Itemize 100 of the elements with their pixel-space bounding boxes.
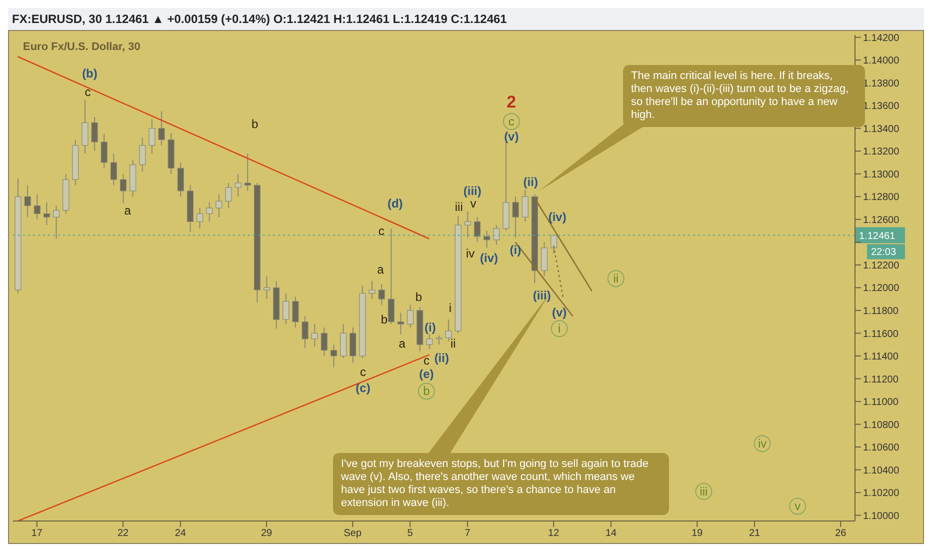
candlestick: [158, 110, 165, 146]
annotation: iv: [466, 246, 475, 261]
annotation: a: [398, 336, 406, 350]
ref-line-label: 1.12461: [859, 231, 896, 242]
candlestick: [378, 284, 385, 306]
candlestick: [43, 202, 50, 226]
candlestick: [196, 208, 204, 229]
y-tick-label: 1.12000: [863, 283, 900, 294]
candlestick: [52, 205, 60, 240]
y-tick-label: 1.10600: [863, 442, 900, 454]
annotation: a: [377, 262, 384, 276]
x-tick-label: 29: [260, 528, 273, 540]
y-tick-label: 1.10800: [863, 420, 900, 431]
candlestick: [484, 230, 490, 248]
x-tick-label: 21: [748, 528, 761, 540]
candlestick: [148, 118, 156, 154]
x-tick-label: 24: [174, 528, 186, 540]
text: Euro Fx/U.S. Dollar, 30: [23, 41, 140, 53]
annotation: v: [470, 196, 476, 210]
candlestick: [206, 202, 213, 222]
y-tick-label: 1.12600: [863, 214, 900, 226]
candlestick: [139, 136, 146, 172]
candlestick: [110, 152, 117, 186]
annotation: i: [448, 301, 452, 316]
candlestick: [234, 173, 242, 198]
candlestick: [445, 319, 452, 342]
annotation: 2: [506, 92, 516, 112]
candlestick: [368, 280, 376, 300]
candlestick: [244, 152, 251, 192]
y-tick-label: 1.12200: [863, 260, 900, 272]
chart-subtitle: FX:EURUSD, 30 1.12461 ▲ +0.00159 (+0.14%) O:1.12421 H:1.12461 L:1.12419 C:1.12461: [8, 8, 924, 30]
annotation: (v): [504, 129, 519, 144]
candlestick: [91, 116, 98, 152]
x-tick-label: 12: [548, 528, 560, 540]
candlestick: [464, 210, 472, 238]
y-tick-label: 1.11200: [863, 374, 899, 386]
annotation: c: [360, 364, 366, 379]
x-tick-label: 26: [835, 528, 847, 540]
y-tick-label: 1.13000: [863, 169, 900, 180]
annotation: c: [508, 114, 514, 128]
annotation: ii: [613, 272, 619, 286]
annotation: v: [794, 499, 801, 514]
y-tick-label: 1.13800: [863, 78, 900, 90]
y-tick-label: 1.13200: [863, 146, 900, 158]
annotation: (ii): [434, 351, 449, 366]
annotation: (c): [356, 380, 370, 395]
x-tick-label: 22: [117, 528, 130, 540]
y-tick-label: 1.10400: [863, 465, 900, 476]
candlestick: [292, 296, 299, 328]
annotation: (iii): [532, 288, 551, 303]
x-tick-label: 17: [31, 528, 43, 540]
annotation: (i): [510, 243, 522, 258]
candlestick: [426, 334, 433, 350]
y-tick-label: 1.10200: [863, 488, 900, 500]
candlestick: [340, 324, 347, 359]
annotation: (iv): [480, 251, 498, 266]
x-tick-label: 5: [407, 528, 414, 540]
candlestick: [177, 162, 184, 198]
x-tick-label: Sep: [344, 528, 362, 540]
candlestick: [24, 184, 31, 218]
y-tick-label: 1.13400: [863, 124, 900, 135]
y-tick-label: 1.11800: [863, 306, 899, 317]
candlestick: [436, 334, 442, 346]
candlestick: [225, 182, 232, 208]
y-tick-label: 1.10000: [863, 510, 900, 522]
annotation: c: [378, 224, 384, 238]
candlestick: [120, 173, 127, 204]
candlestick: [34, 194, 40, 220]
annotation: a: [124, 203, 132, 218]
y-tick-label: 1.13600: [863, 101, 900, 112]
annotation: iv: [758, 436, 767, 451]
annotation: b: [380, 312, 388, 327]
y-tick-label: 1.11000: [863, 397, 899, 408]
callout-box: I've got my breakeven stops, but I'm going to sell again to trade wave (v). Also, there's another wave count, which means we have just two first waves, so there's a chance to have an extension in wave (iii).: [333, 453, 669, 515]
annotation: (iii): [463, 184, 482, 198]
annotation: b: [423, 384, 430, 398]
annotation: c: [84, 84, 91, 99]
x-tick-label: 7: [464, 528, 471, 540]
y-tick-label: 1.11400: [863, 352, 899, 363]
candlestick: [282, 292, 290, 325]
annotation: (i): [424, 320, 436, 335]
text: 22:03: [871, 247, 896, 258]
annotation: (v): [552, 306, 567, 320]
annotation: (b): [82, 66, 98, 81]
x-tick-label: 14: [605, 528, 618, 540]
annotation: ii: [450, 336, 456, 350]
annotation: (iv): [548, 210, 566, 224]
y-tick-label: 1.14200: [863, 32, 900, 44]
candlestick: [82, 99, 88, 154]
annotation: (ii): [523, 174, 538, 189]
candlestick: [330, 344, 338, 368]
candlestick: [540, 242, 548, 277]
y-tick-label: 1.12800: [863, 192, 900, 204]
candlestick: [493, 224, 500, 245]
candlestick: [512, 196, 519, 238]
candlestick: [216, 194, 222, 218]
annotation: (d): [387, 196, 403, 210]
annotation: (e): [419, 367, 434, 382]
annotation: b: [415, 290, 422, 304]
annotation: c: [423, 354, 430, 368]
